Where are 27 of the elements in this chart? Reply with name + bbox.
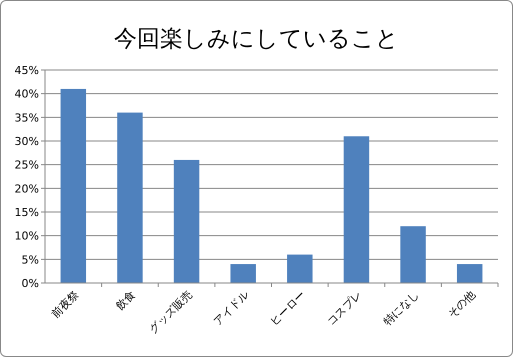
y-tick-label: 10% (14, 230, 39, 243)
chart-title: 今回楽しみにしていること (114, 26, 399, 52)
x-tick-label: 特になし (380, 288, 422, 328)
y-tick-label: 15% (14, 206, 39, 219)
bar (344, 136, 370, 283)
y-tick-label: 5% (22, 253, 39, 266)
y-tick-label: 30% (14, 135, 39, 148)
y-tick-label: 0% (22, 277, 39, 290)
y-tick-label: 35% (14, 111, 39, 124)
bar (400, 226, 426, 283)
bar (287, 254, 313, 283)
bar (456, 264, 482, 283)
bar (230, 264, 256, 283)
y-tick-label: 40% (14, 88, 39, 101)
y-tick-label: 20% (14, 182, 39, 196)
x-tick-label: グッズ販売 (146, 288, 195, 336)
x-tick-label: 飲食 (113, 288, 138, 313)
x-tick-label: 前夜祭 (48, 288, 82, 320)
y-tick-label: 25% (14, 158, 39, 172)
bar (117, 112, 143, 283)
x-tick-label: アイドル (211, 288, 252, 328)
y-tick-label: 45% (14, 64, 39, 77)
x-tick-label: コスプレ (324, 288, 365, 328)
bar (174, 160, 200, 283)
x-tick-label: ヒーロー (268, 288, 308, 328)
x-tick-label: その他 (445, 288, 478, 320)
bar (60, 88, 86, 283)
